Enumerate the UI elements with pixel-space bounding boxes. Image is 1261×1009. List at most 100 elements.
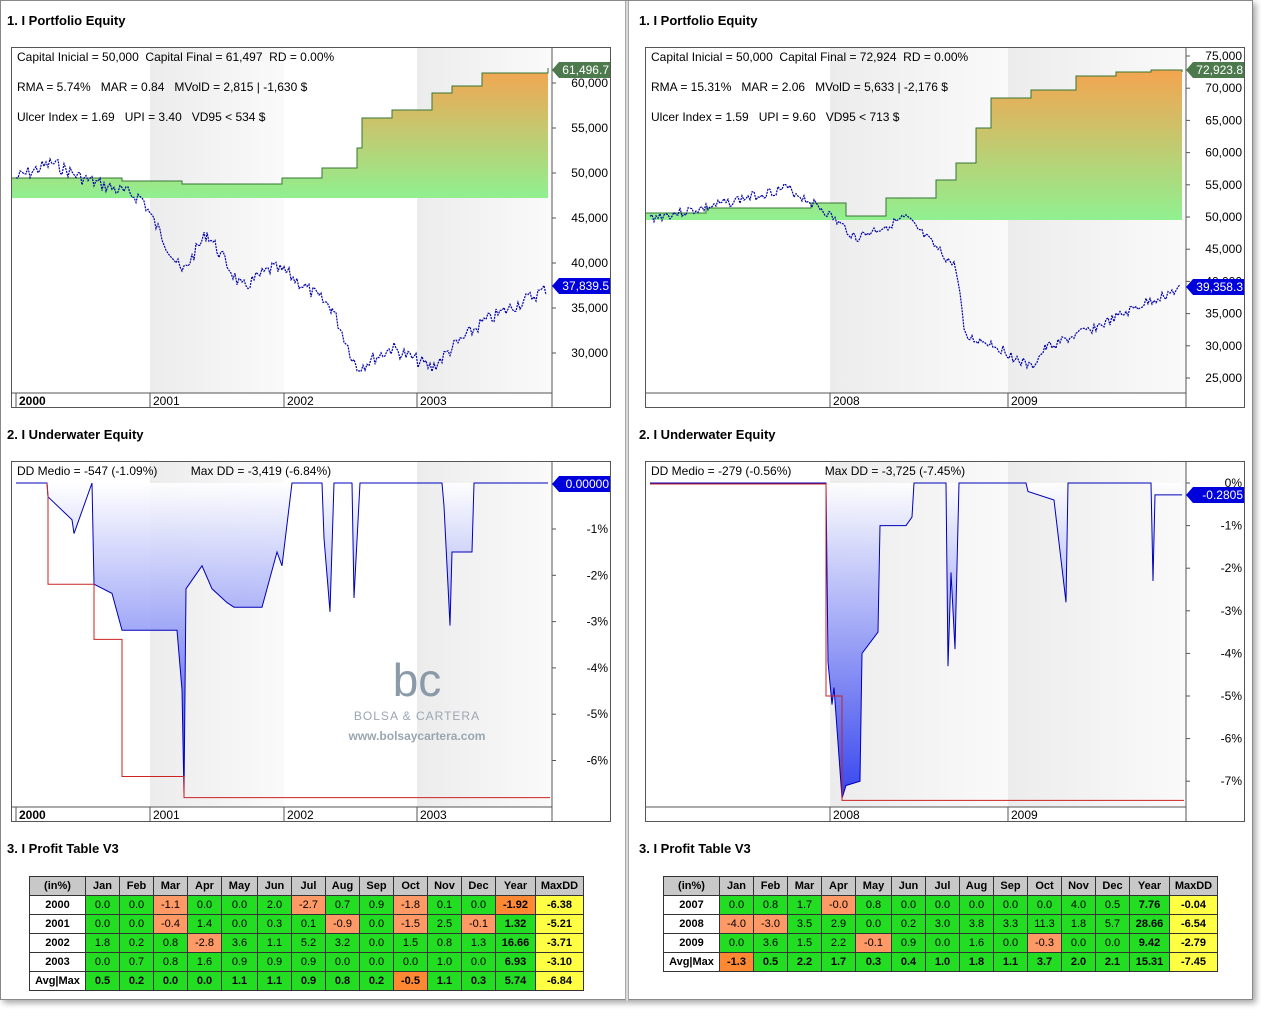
svg-text:0.00000: 0.00000: [566, 477, 610, 491]
svg-text:37,839.5: 37,839.5: [562, 279, 609, 293]
table-cell: -3.0: [753, 914, 788, 934]
table-cell: 0.9: [291, 971, 326, 991]
left-equity-chart[interactable]: 60,000 55,000 50,000 45,000 40,000 35,000 30,0…: [11, 47, 611, 408]
table-cell: 0.9: [257, 952, 292, 972]
table-row: 2000 0.0 0.0 -1.1 0.0 0.0 2.0 -2.7 0.7 0.9 -1.8 0.1…: [29, 895, 584, 915]
column-divider[interactable]: [625, 1, 629, 1001]
benchmark-line: [15, 157, 547, 373]
table-cell: 9.42: [1129, 933, 1170, 953]
right-equity-info-2: RMA = 15.31% MAR = 2.06 MVolD = 5,633 | …: [651, 80, 948, 94]
year-band: [150, 48, 284, 393]
table-cell: -1.1: [153, 895, 188, 915]
table-cell: 0.0: [359, 952, 394, 972]
table-cell: 0.0: [221, 914, 258, 934]
table-cell: 0.0: [221, 895, 258, 915]
right-underwater-chart[interactable]: 0% -1% -2% -3% -4% -5% -6% -7% 2008 2009 -0.2805 D…: [645, 461, 1245, 822]
svg-text:39,358.3: 39,358.3: [1196, 280, 1243, 294]
y-tick-label: 45,000: [1205, 242, 1242, 256]
row-label: 2003: [29, 952, 86, 972]
left-underwater-info: DD Medio = -547 (-1.09%) Max DD = -3,419…: [17, 464, 332, 478]
x-tick-label: 2001: [153, 394, 180, 408]
table-cell: 2.2: [787, 952, 822, 972]
table-cell: -3.71: [535, 933, 584, 953]
y-tick-label: 60,000: [571, 76, 608, 90]
right-underwater-info: DD Medio = -279 (-0.56%) Max DD = -3,725…: [651, 464, 966, 478]
table-cell: 1.0: [925, 952, 960, 972]
y-tick-label: 45,000: [571, 211, 608, 225]
column-header: Oct: [393, 876, 428, 896]
table-cell: 1.8: [1061, 914, 1096, 934]
table-cell: 1.1: [257, 933, 292, 953]
table-cell: 2.0: [1061, 952, 1096, 972]
table-cell: 0.0: [959, 895, 994, 915]
right-equity-info-3: Ulcer Index = 1.59 UPI = 9.60 VD95 < 713…: [651, 110, 900, 124]
row-label: Avg|Max: [29, 971, 86, 991]
right-equity-chart[interactable]: 75,000 70,000 65,000 60,000 55,000 50,000 45,0…: [645, 47, 1245, 408]
benchmark-final-badge: 37,839.5: [552, 278, 610, 294]
table-cell: -7.45: [1169, 952, 1218, 972]
table-cell: 1.7: [821, 952, 856, 972]
left-equity-title: 1. I Portfolio Equity: [7, 13, 126, 28]
table-cell: 1.5: [393, 933, 428, 953]
y-tick-label: -3%: [1221, 604, 1243, 618]
watermark: bc BOLSA & CARTERA www.bolsaycartera.com: [332, 657, 502, 757]
table-cell: 0.0: [719, 895, 754, 915]
column-header: Apr: [821, 876, 856, 896]
column-header: Mar: [787, 876, 822, 896]
table-cell: 0.0: [993, 933, 1028, 953]
table-cell: 0.8: [153, 933, 188, 953]
max-drawdown-line: [46, 482, 550, 799]
drawdown-line: [650, 482, 1182, 799]
table-cell: -1.92: [495, 895, 536, 915]
watermark-url: www.bolsaycartera.com: [348, 729, 486, 743]
column-header: May: [221, 876, 258, 896]
column-header: Year: [1129, 876, 1170, 896]
table-cell: 0.0: [719, 933, 754, 953]
equity-line: [12, 68, 549, 185]
table-cell: -0.9: [325, 914, 360, 934]
table-cell: 11.3: [1027, 914, 1062, 934]
y-tick-label: -5%: [1221, 689, 1243, 703]
column-header: Jun: [891, 876, 926, 896]
table-cell: -1.8: [393, 895, 428, 915]
column-header: Oct: [1027, 876, 1062, 896]
column-header: MaxDD: [535, 876, 584, 896]
drawdown-current-badge: -0.2805: [1186, 487, 1244, 503]
row-label: 2000: [29, 895, 86, 915]
y-tick-label: -6%: [1221, 732, 1243, 746]
table-cell: 1.8: [959, 952, 994, 972]
year-band: [830, 48, 1008, 393]
x-tick-label: 2003: [420, 808, 447, 822]
svg-text:61,496.7: 61,496.7: [562, 63, 609, 77]
y-tick-label: 65,000: [1205, 113, 1242, 127]
column-header: Jul: [925, 876, 960, 896]
table-cell: -3.10: [535, 952, 584, 972]
table-cell: -2.8: [187, 933, 222, 953]
table-cell: 0.0: [85, 952, 120, 972]
x-tick-label: 2000: [19, 808, 46, 822]
y-tick-label: -7%: [1221, 774, 1243, 788]
table-cell: 3.0: [925, 914, 960, 934]
right-equity-title: 1. I Portfolio Equity: [639, 13, 758, 28]
table-cell: 5.2: [291, 933, 326, 953]
x-tick-label: 2003: [420, 394, 447, 408]
x-tick-label: 2009: [1011, 808, 1038, 822]
left-underwater-chart[interactable]: -1% -2% -3% -4% -5% -6% 2000 2001 2002 2003 0.0000…: [11, 461, 611, 822]
x-tick-label: 2008: [833, 394, 860, 408]
profit-header-row: (in%) Jan Feb Mar Apr May Jun Jul Aug Sep Oct Nov De…: [663, 876, 1218, 896]
table-cell: 1.0: [427, 952, 462, 972]
y-tick-label: 0%: [1225, 476, 1243, 490]
left-equity-info-3: Ulcer Index = 1.69 UPI = 3.40 VD95 < 534…: [17, 110, 266, 124]
table-cell: 0.0: [153, 971, 188, 991]
table-cell: 5.74: [495, 971, 536, 991]
drawdown-current-badge: 0.00000: [552, 476, 610, 492]
table-cell: 6.93: [495, 952, 536, 972]
table-cell: 1.4: [187, 914, 222, 934]
watermark-logo: bc: [392, 654, 442, 706]
x-tick-label: 2002: [287, 808, 314, 822]
table-cell: 2.9: [821, 914, 856, 934]
column-header: Feb: [753, 876, 788, 896]
table-cell: 0.5: [1095, 895, 1130, 915]
right-underwater-title: 2. I Underwater Equity: [639, 427, 776, 442]
table-cell: 2.1: [1095, 952, 1130, 972]
